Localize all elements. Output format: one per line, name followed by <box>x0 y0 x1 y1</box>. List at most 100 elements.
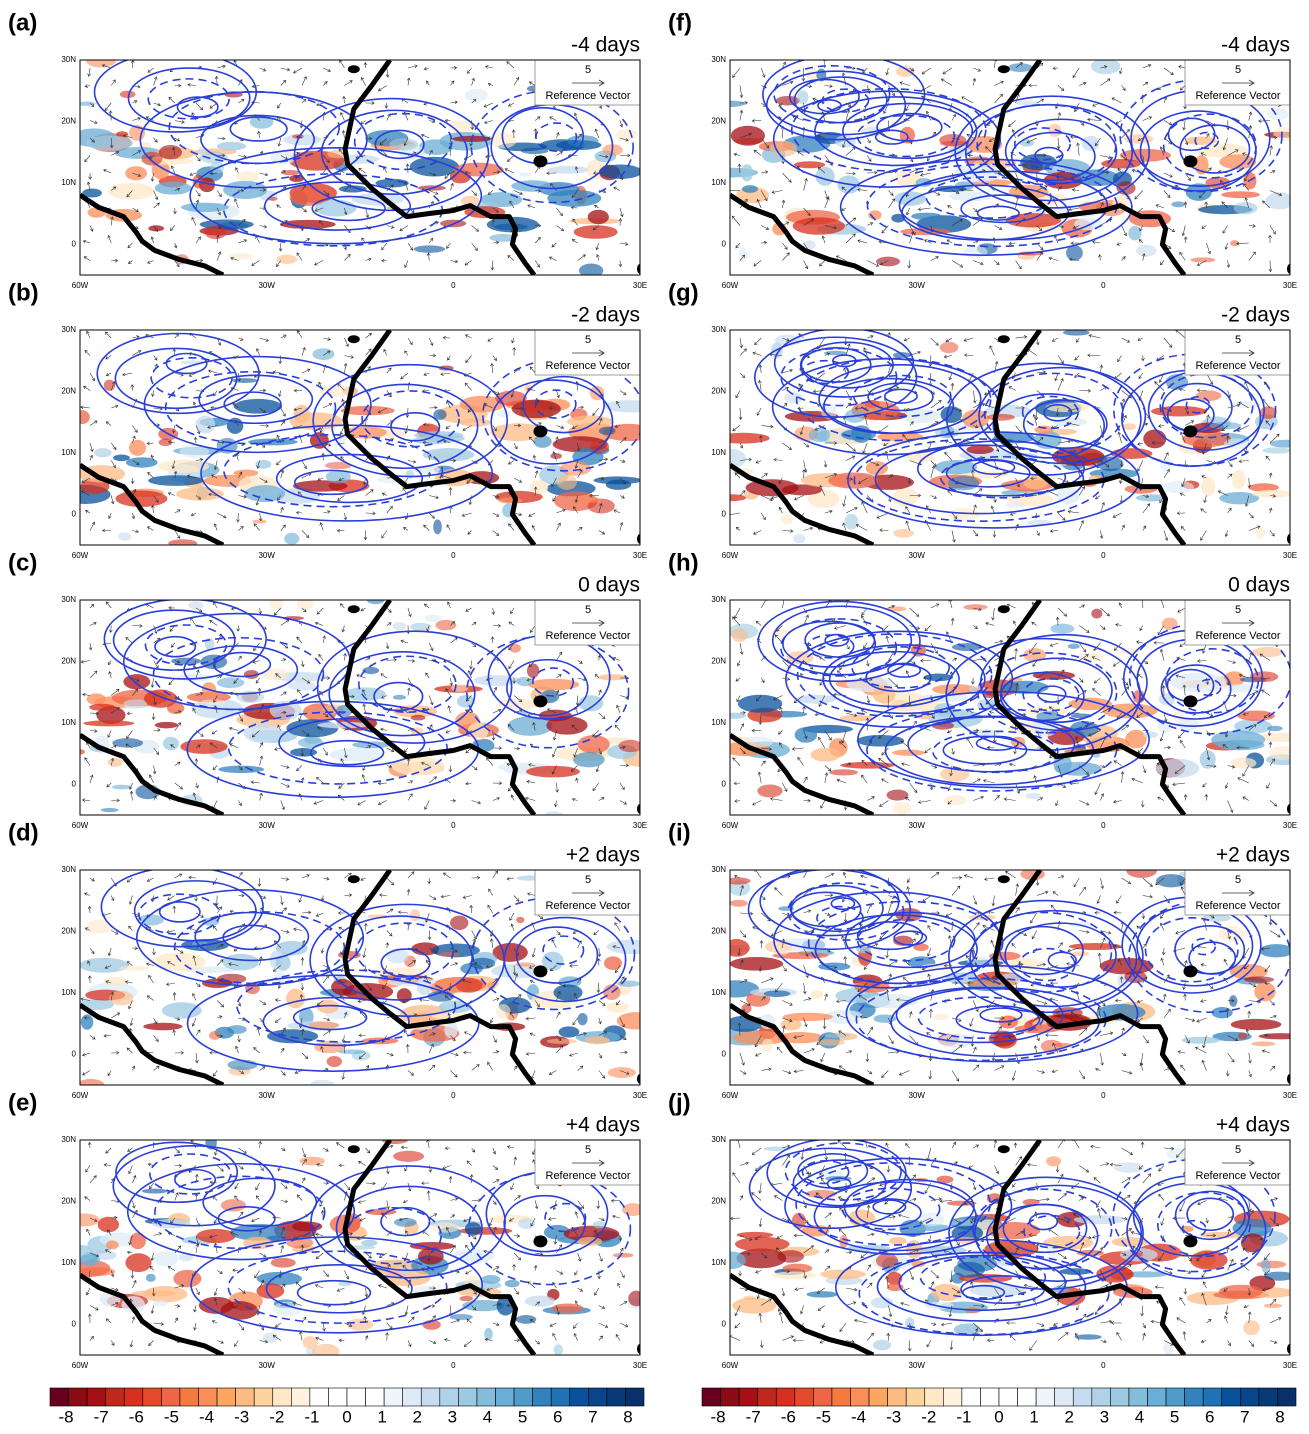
anomaly <box>465 1222 482 1236</box>
lake <box>1183 425 1197 437</box>
colorbar: -8-7-6-5-4-3-2-1012345678 <box>702 1388 1296 1426</box>
lon-tick-label: 30E <box>1283 1361 1297 1370</box>
anomaly <box>496 410 510 417</box>
anomaly <box>613 1253 634 1258</box>
lat-tick-label: 30N <box>711 1135 726 1144</box>
lat-tick-label: 30N <box>61 865 76 874</box>
lon-tick-label: 60W <box>722 1361 739 1370</box>
anomaly <box>188 601 203 609</box>
anomaly <box>772 1272 817 1279</box>
anomaly <box>783 1013 833 1021</box>
anomaly <box>125 1253 151 1272</box>
colorbar-cell <box>943 1388 962 1406</box>
anomaly <box>731 628 747 642</box>
anomaly <box>113 455 130 462</box>
anomaly <box>465 89 488 102</box>
panel-label: (j) <box>668 1089 691 1116</box>
anomaly <box>735 1237 790 1252</box>
anomaly <box>818 1039 845 1046</box>
anomaly <box>527 406 543 414</box>
colorbar-cell <box>925 1388 944 1406</box>
anomaly <box>499 497 523 503</box>
anomaly <box>153 1300 167 1307</box>
lon-tick-label: 30W <box>258 1361 275 1370</box>
anomaly <box>1231 1019 1282 1030</box>
anomaly <box>257 1272 302 1286</box>
anomaly <box>820 1269 866 1279</box>
lat-tick-label: 30N <box>61 325 76 334</box>
anomaly <box>806 1190 837 1198</box>
colorbar-cell <box>1185 1388 1204 1406</box>
reference-magnitude: 5 <box>585 874 591 886</box>
lon-tick-label: 60W <box>722 821 739 830</box>
anomaly <box>893 529 914 538</box>
anomaly <box>222 954 259 971</box>
panel-label: (i) <box>668 819 691 846</box>
colorbar-cell <box>403 1388 422 1406</box>
anomaly <box>1252 490 1293 498</box>
colorbar-cell <box>217 1388 236 1406</box>
anomaly <box>781 515 793 524</box>
colorbar-cell <box>143 1388 162 1406</box>
colorbar-cell <box>888 1388 907 1406</box>
anomaly <box>1151 406 1207 417</box>
colorbar-cell <box>739 1388 758 1406</box>
anomaly <box>1234 202 1258 214</box>
anomaly <box>811 990 823 998</box>
anomaly <box>430 1222 459 1232</box>
panel-title: 0 days <box>1228 574 1290 597</box>
anomaly <box>269 597 283 610</box>
anomaly <box>739 247 748 262</box>
anomaly <box>573 752 605 767</box>
anomaly <box>579 695 604 711</box>
panel: (j)+4 days5Reference Vector30N20N10N060W… <box>668 1089 1297 1370</box>
lon-tick-label: 60W <box>72 1091 89 1100</box>
colorbar-cell <box>496 1388 515 1406</box>
anomaly <box>1025 793 1041 799</box>
anomaly <box>330 748 383 761</box>
anomaly <box>1035 426 1054 434</box>
anomaly <box>163 737 179 750</box>
anomaly <box>533 435 551 448</box>
colorbar-tick-label: -5 <box>816 1407 831 1426</box>
anomaly <box>297 597 314 609</box>
lat-tick-label: 0 <box>722 1319 727 1328</box>
colorbar-tick-label: -7 <box>746 1407 761 1426</box>
anomaly <box>964 246 988 258</box>
anomaly <box>1053 417 1087 426</box>
lon-tick-label: 30E <box>1283 1091 1297 1100</box>
anomaly <box>1227 684 1258 692</box>
anomaly <box>235 171 259 181</box>
anomaly <box>815 167 834 186</box>
colorbar-tick-label: -8 <box>710 1407 725 1426</box>
anomaly <box>577 735 609 753</box>
anomaly <box>406 470 414 479</box>
anomaly <box>209 1031 220 1040</box>
colorbar: -8-7-6-5-4-3-2-1012345678 <box>50 1388 644 1426</box>
colorbar-cell <box>1203 1388 1222 1406</box>
colorbar-cell <box>347 1388 366 1406</box>
anomaly <box>389 138 418 150</box>
anomaly <box>484 1328 493 1340</box>
colorbar-cell <box>106 1388 125 1406</box>
lon-tick-label: 0 <box>451 1091 456 1100</box>
anomaly <box>129 440 146 456</box>
anomaly <box>933 1014 950 1020</box>
anomaly <box>1251 1041 1275 1046</box>
anomaly <box>944 795 966 805</box>
anomaly <box>1143 732 1158 739</box>
lon-tick-label: 30W <box>908 551 925 560</box>
colorbar-cell <box>533 1388 552 1406</box>
anomaly <box>1264 1303 1282 1308</box>
colorbar-cell <box>813 1388 832 1406</box>
lat-tick-label: 0 <box>722 779 727 788</box>
reference-magnitude: 5 <box>1235 334 1241 346</box>
anomaly <box>617 1012 656 1029</box>
lat-tick-label: 10N <box>711 718 726 727</box>
anomaly <box>1238 1032 1247 1039</box>
anomaly <box>106 1240 119 1249</box>
anomaly <box>1232 470 1246 489</box>
colorbar-cell <box>851 1388 870 1406</box>
panel: (f)-4 days5Reference Vector30N20N10N060W… <box>668 9 1301 290</box>
